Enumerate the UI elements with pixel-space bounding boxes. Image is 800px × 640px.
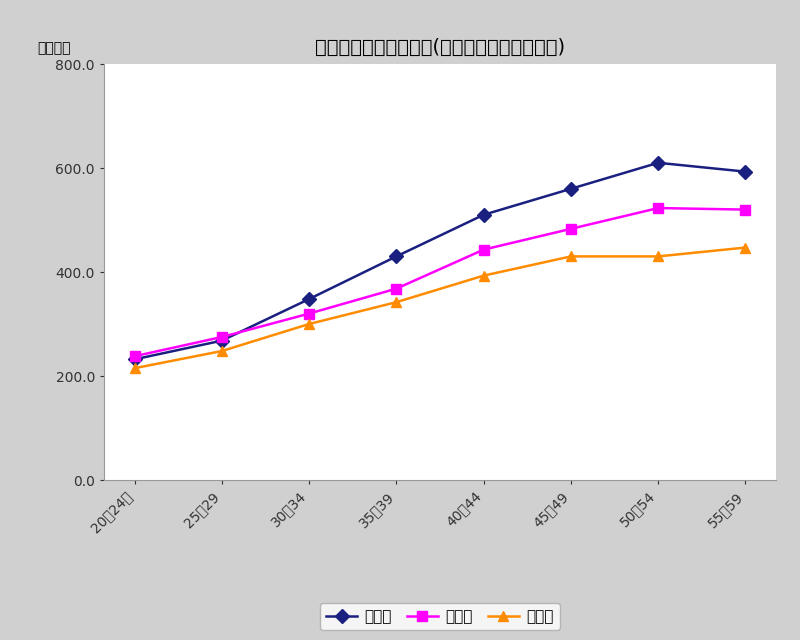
中企業: [217, 333, 226, 341]
大企業: [479, 211, 489, 219]
小企業: [479, 272, 489, 280]
中企業: [479, 246, 489, 253]
小企業: [304, 320, 314, 328]
大企業: [391, 253, 401, 260]
大企業: [217, 337, 226, 344]
中企業: [304, 310, 314, 317]
小企業: [741, 244, 750, 252]
小企業: [130, 364, 139, 372]
小企業: [217, 347, 226, 355]
Line: 大企業: 大企業: [130, 158, 750, 364]
小企業: [654, 253, 663, 260]
Line: 中企業: 中企業: [130, 203, 750, 361]
Title: 企業規模別の賃金比較(大学･大学院卒の男性): 企業規模別の賃金比較(大学･大学院卒の男性): [315, 38, 565, 57]
大企業: [741, 168, 750, 175]
中企業: [130, 353, 139, 360]
大企業: [566, 185, 576, 193]
Line: 小企業: 小企業: [130, 243, 750, 373]
中企業: [741, 205, 750, 213]
大企業: [654, 159, 663, 166]
中企業: [391, 285, 401, 292]
大企業: [130, 356, 139, 364]
Legend: 大企業, 中企業, 小企業: 大企業, 中企業, 小企業: [320, 604, 560, 630]
中企業: [566, 225, 576, 233]
小企業: [391, 298, 401, 306]
中企業: [654, 204, 663, 212]
小企業: [566, 253, 576, 260]
大企業: [304, 295, 314, 303]
Text: （千円）: （千円）: [37, 42, 70, 56]
